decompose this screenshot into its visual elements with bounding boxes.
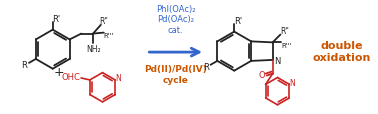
Text: Pd(OAc)₂: Pd(OAc)₂ xyxy=(157,15,194,24)
Text: N: N xyxy=(274,57,281,66)
Text: R: R xyxy=(203,63,209,72)
Text: R': R' xyxy=(234,17,242,26)
Text: NH₂: NH₂ xyxy=(87,44,101,53)
Text: R': R' xyxy=(53,15,61,24)
Text: Pd(II)/Pd(IV): Pd(II)/Pd(IV) xyxy=(144,65,207,74)
Text: R": R" xyxy=(280,27,289,36)
Text: double
oxidation: double oxidation xyxy=(312,41,371,62)
Text: N: N xyxy=(115,74,121,83)
Text: O: O xyxy=(259,70,265,79)
Text: cat.: cat. xyxy=(168,26,183,35)
Text: R": R" xyxy=(99,17,108,26)
Text: R''': R''' xyxy=(104,32,114,38)
Text: +: + xyxy=(53,66,64,78)
Text: R: R xyxy=(21,61,27,70)
Text: R''': R''' xyxy=(281,43,291,49)
Text: cycle: cycle xyxy=(163,75,189,84)
Text: OHC: OHC xyxy=(62,73,81,82)
Text: N: N xyxy=(290,78,295,87)
Text: PhI(OAc)₂: PhI(OAc)₂ xyxy=(156,5,195,14)
